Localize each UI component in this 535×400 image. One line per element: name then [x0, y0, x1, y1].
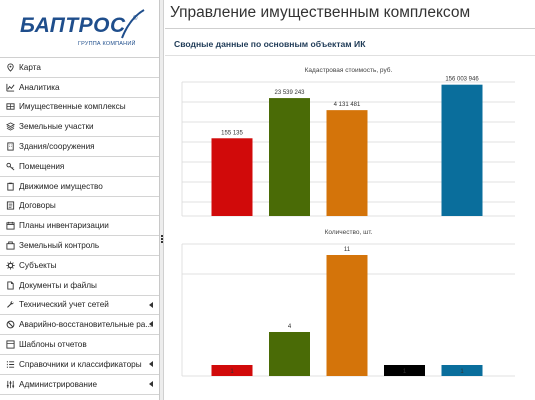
quantity-chart: Количество, шт. 1 4 11 1 1	[165, 224, 535, 384]
building-icon	[6, 142, 15, 151]
sidebar-item-label: Имущественные комплексы	[19, 102, 126, 112]
sidebar-item-administration[interactable]: Администрирование	[0, 375, 159, 395]
sidebar-item-buildings[interactable]: Здания/сооружения	[0, 137, 159, 157]
cadastral-chart-bar-label-1: 23 539 243	[274, 90, 305, 96]
quantity-chart-bar-3[interactable]	[384, 365, 425, 376]
cadastral-chart-bar-label-0: 155 135	[221, 130, 243, 136]
sidebar-item-network-accounting[interactable]: Технический учет сетей	[0, 296, 159, 316]
sidebar-item-label: Администрирование	[19, 379, 98, 389]
sidebar-item-land-control[interactable]: Земельный контроль	[0, 236, 159, 256]
cadastral-chart-bar-1[interactable]	[269, 98, 310, 216]
sidebar-item-land-plots[interactable]: Земельные участки	[0, 117, 159, 138]
quantity-chart-bar-label-2: 11	[344, 247, 351, 253]
quantity-chart-bar-label-4: 1	[460, 369, 464, 375]
map-pin-icon	[6, 63, 15, 72]
cadastral-chart-title: Кадастровая стоимость, руб.	[305, 66, 393, 74]
main-content: Управление имущественным комплексом Свод…	[165, 0, 535, 400]
sidebar-item-label: Аварийно-восстановительные ра...	[19, 320, 153, 330]
expand-arrow-icon[interactable]	[149, 380, 153, 387]
sidebar-item-subjects[interactable]: Субъекты	[0, 256, 159, 276]
sidebar-item-label: Справочники и классификаторы	[19, 359, 142, 369]
sidebar-item-premises[interactable]: Помещения	[0, 157, 159, 177]
sidebar-item-label: Карта	[19, 62, 41, 72]
cadastral-chart-bar-4[interactable]	[441, 84, 483, 217]
template-icon	[6, 340, 15, 349]
cadastral-chart-bar-2[interactable]	[326, 110, 368, 216]
sidebar: БАПТРОС ® ГРУППА КОМПАНИЙ Карта Аналитик…	[0, 0, 160, 400]
sidebar-item-emergency-works[interactable]: Аварийно-восстановительные ра...	[0, 315, 159, 336]
quantity-chart-bar-label-1: 4	[288, 324, 292, 330]
gear-icon	[6, 261, 15, 270]
sidebar-item-label: Договоры	[19, 201, 56, 211]
cadastral-chart-bar-label-4: 156 003 946	[445, 77, 479, 83]
sidebar-item-label: Земельные участки	[19, 122, 94, 132]
calendar-icon	[6, 221, 15, 230]
page-title: Управление имущественным комплексом	[170, 4, 471, 21]
cadastral-chart-bar-label-2: 4 131 481	[334, 102, 361, 108]
sidebar-item-label: Шаблоны отчетов	[19, 340, 87, 350]
splitter-grip-icon[interactable]	[160, 234, 163, 246]
sliders-icon	[6, 380, 15, 389]
sidebar-item-label: Здания/сооружения	[19, 142, 95, 152]
sidebar-item-documents-files[interactable]: Документы и файлы	[0, 276, 159, 296]
cadastral-value-chart: Кадастровая стоимость, руб. 155 135 23 539…	[165, 58, 535, 223]
quantity-chart-bar-2[interactable]	[326, 255, 368, 376]
logo[interactable]: БАПТРОС ® ГРУППА КОМПАНИЙ	[0, 0, 159, 58]
wrench-icon	[6, 300, 15, 309]
sidebar-item-label: Аналитика	[19, 82, 60, 92]
complex-icon	[6, 102, 15, 111]
sidebar-item-label: Движимое имущество	[19, 181, 103, 191]
clipboard-icon	[6, 182, 15, 191]
cadastral-value-chart-svg: Кадастровая стоимость, руб. 155 135 23 539…	[181, 66, 515, 217]
quantity-chart-title: Количество, шт.	[325, 229, 373, 236]
sidebar-item-directories[interactable]: Справочники и классификаторы	[0, 355, 159, 375]
document-icon	[6, 201, 15, 211]
sidebar-item-label: Планы инвентаризации	[19, 221, 109, 231]
no-entry-icon	[6, 320, 15, 329]
logo-swoosh-icon	[121, 9, 145, 39]
chart-icon	[6, 83, 15, 92]
sidebar-item-label: Технический учет сетей	[19, 300, 109, 310]
sidebar-item-map[interactable]: Карта	[0, 58, 159, 78]
section-divider	[165, 55, 535, 56]
logo-registered-mark: ®	[133, 16, 138, 22]
sidebar-item-contracts[interactable]: Договоры	[0, 197, 159, 217]
sidebar-splitter[interactable]	[160, 0, 164, 400]
file-icon	[6, 281, 15, 290]
logo-wordmark: БАПТРОС	[20, 14, 126, 37]
sidebar-item-label: Субъекты	[19, 260, 57, 270]
layers-icon	[6, 122, 15, 131]
sidebar-item-property-complexes[interactable]: Имущественные комплексы	[0, 98, 159, 118]
sidebar-item-inventory-plans[interactable]: Планы инвентаризации	[0, 216, 159, 237]
expand-arrow-icon[interactable]	[149, 301, 153, 308]
title-divider	[165, 28, 535, 29]
quantity-chart-bar-1[interactable]	[269, 332, 310, 376]
sidebar-item-label: Земельный контроль	[19, 241, 100, 251]
sidebar-item-movable-property[interactable]: Движимое имущество	[0, 177, 159, 197]
sidebar-item-report-templates[interactable]: Шаблоны отчетов	[0, 335, 159, 355]
quantity-chart-bar-4[interactable]	[441, 365, 483, 376]
sidebar-menu: Карта Аналитика Имущественные комплексы …	[0, 58, 159, 395]
cadastral-chart-bar-0[interactable]	[211, 138, 253, 216]
sidebar-item-analytics[interactable]: Аналитика	[0, 78, 159, 98]
expand-arrow-icon[interactable]	[149, 360, 153, 367]
quantity-chart-bar-label-0: 1	[230, 369, 234, 375]
section-title: Сводные данные по основным объектам ИК	[174, 39, 366, 49]
land-control-icon	[6, 241, 15, 250]
key-icon	[6, 162, 15, 171]
logo-tagline: ГРУППА КОМПАНИЙ	[78, 41, 136, 47]
sidebar-item-label: Помещения	[19, 161, 65, 171]
quantity-chart-bar-0[interactable]	[211, 365, 253, 376]
list-icon	[6, 360, 15, 369]
sidebar-item-label: Документы и файлы	[19, 280, 97, 290]
quantity-chart-bar-label-3: 1	[403, 369, 407, 375]
expand-arrow-icon[interactable]	[149, 321, 153, 328]
